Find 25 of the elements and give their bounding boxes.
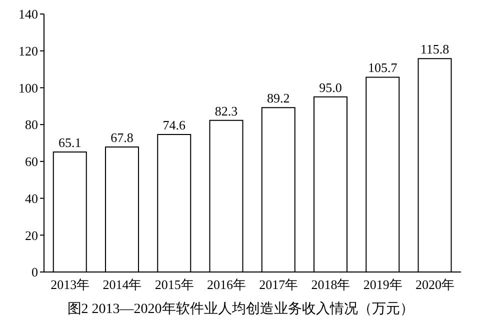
x-tick-label: 2016年 <box>206 277 246 292</box>
x-tick-label: 2017年 <box>259 277 298 292</box>
data-label: 67.8 <box>110 130 134 146</box>
x-tick-label: 2020年 <box>415 277 454 292</box>
data-label: 105.7 <box>368 60 398 76</box>
y-tick-label: 20 <box>25 228 38 243</box>
y-tick-label: 140 <box>18 6 38 22</box>
data-label: 65.1 <box>58 135 82 150</box>
x-tick-label: 2018年 <box>311 277 350 292</box>
data-label: 74.6 <box>162 118 186 133</box>
x-tick-label: 2014年 <box>102 277 142 292</box>
y-tick-label: 120 <box>18 43 38 58</box>
data-label: 115.8 <box>420 42 450 57</box>
data-label: 89.2 <box>267 90 290 106</box>
data-label: 95.0 <box>319 80 342 95</box>
data-label: 82.3 <box>214 103 238 118</box>
y-tick-label: 60 <box>25 154 38 170</box>
y-tick-label: 80 <box>25 117 38 132</box>
y-tick-label: 40 <box>25 190 38 206</box>
text: 图2 2013—2020年软件业人均创造业务收入情况（万元） <box>66 300 415 318</box>
x-tick-label: 2019年 <box>363 277 402 292</box>
x-tick-label: 2013年 <box>50 277 90 292</box>
y-tick-label: 0 <box>32 264 38 280</box>
x-tick-label: 2015年 <box>154 277 194 292</box>
y-tick-label: 100 <box>18 80 38 96</box>
